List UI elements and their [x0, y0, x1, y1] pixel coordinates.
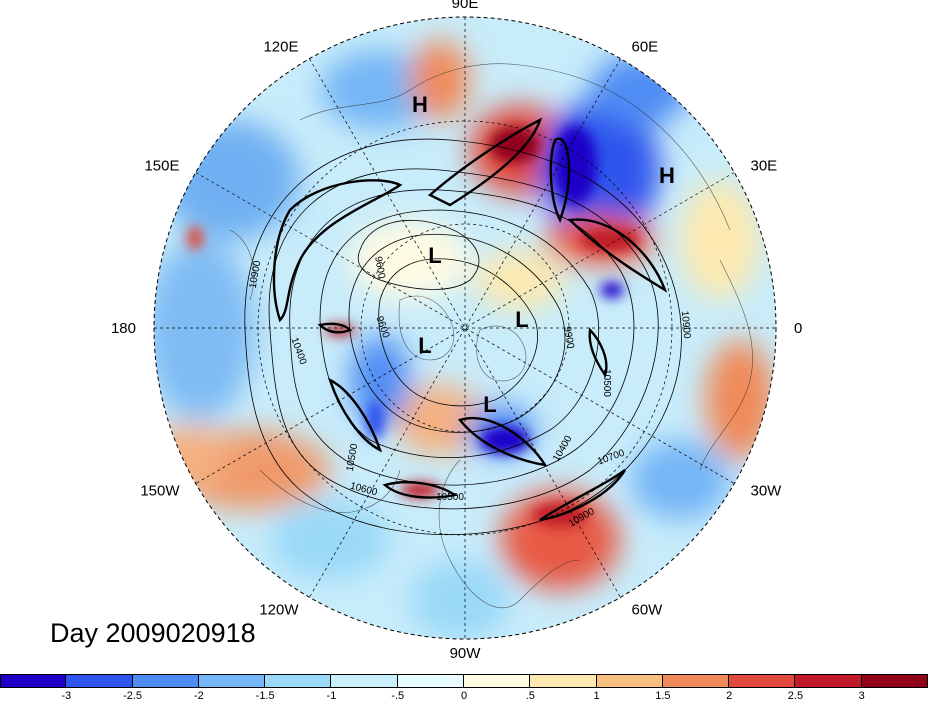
colorbar-tick-label: 2.5	[787, 690, 804, 702]
longitude-label: 120E	[263, 39, 298, 56]
longitude-label: 60E	[632, 39, 659, 56]
anomaly-cores	[187, 125, 640, 527]
longitude-label: 60W	[632, 602, 664, 619]
longitude-label: 180	[111, 320, 136, 337]
colorbar-swatch	[397, 674, 464, 688]
contour-label: 10900	[679, 310, 692, 339]
colorbar-tick-label: -.5	[391, 690, 405, 702]
contour-label: 10900	[248, 259, 264, 289]
longitude-label: 90W	[450, 645, 482, 662]
colorbar-tick-label: 1.5	[655, 690, 671, 702]
colorbar-tick-label: -2	[193, 690, 204, 702]
colorbar-tick-label: 0	[460, 690, 468, 702]
contour-label: 9900	[561, 326, 576, 350]
pressure-center-labels: H H L L L L	[412, 92, 675, 417]
low-center-greenland: L	[515, 307, 528, 332]
contour-label: 10500	[601, 369, 612, 397]
colorbar-swatch	[198, 674, 266, 688]
colorbar-tick-label: -3	[61, 690, 72, 702]
coastlines	[229, 63, 753, 609]
longitude-labels: 90E 60E 30E 0 30W 60W 90W 120W 150W 180 150E 120E	[111, 0, 802, 662]
contour-label: 10500	[436, 492, 464, 503]
high-center-siberia: H	[412, 92, 428, 117]
polar-map: 90E 60E 30E 0 30W 60W 90W 120W 150W 180 150E 120E H…	[111, 0, 802, 662]
longitude-label: 30E	[751, 158, 778, 175]
colorbar-tick-label: 3	[858, 690, 865, 702]
colorbar-swatch	[662, 674, 730, 688]
colorbar-swatch	[464, 674, 531, 688]
colorbar-swatch	[132, 674, 199, 688]
contour-label: 9600	[372, 256, 387, 280]
jet-contours	[272, 117, 668, 522]
longitude-label: 0	[794, 320, 802, 337]
longitude-label: 120W	[259, 602, 299, 619]
colorbar-tick-label: -2.5	[123, 690, 143, 702]
longitude-label: 150E	[144, 158, 179, 175]
colorbar-swatch	[265, 674, 332, 688]
low-center-arctic: L	[418, 333, 431, 358]
colorbar-tick-label: .5	[525, 690, 535, 702]
colorbar-tick-label: 2	[726, 690, 733, 702]
colorbar-tick-label: 1	[593, 690, 600, 702]
colorbar-swatch	[729, 674, 796, 688]
colorbar-swatch	[0, 674, 67, 688]
colorbar-tick-label: -1	[326, 690, 337, 702]
low-center-kamchatka: L	[428, 243, 441, 268]
graticule	[154, 17, 776, 639]
colorbar-swatch	[596, 674, 663, 688]
colorbar-swatch	[795, 674, 862, 688]
colorbar-swatch	[530, 674, 597, 688]
contour-label: 10500	[345, 442, 361, 472]
colorbar-frame	[0, 674, 928, 688]
longitude-label: 90E	[452, 0, 479, 12]
colorbar-swatch	[66, 674, 133, 688]
colorbar: -3 -2.5 -2 -1.5 -1 -.5 0 .5 1 1.5 2 2.5 3	[0, 674, 928, 702]
low-center-hudson: L	[483, 392, 496, 417]
longitude-label: 30W	[751, 483, 783, 500]
globe-outline	[153, 16, 777, 640]
high-center-europe: H	[659, 163, 675, 188]
date-label: Day 2009020918	[50, 618, 256, 648]
colorbar-swatch	[331, 674, 398, 688]
longitude-label: 150W	[140, 483, 180, 500]
colorbar-tick-label: -1.5	[255, 690, 275, 702]
